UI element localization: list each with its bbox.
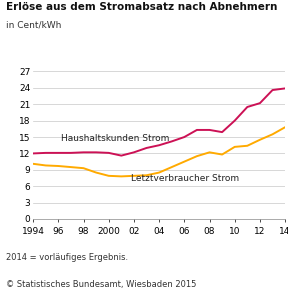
Text: in Cent/kWh: in Cent/kWh: [6, 21, 61, 30]
Text: Haushaltskunden Strom: Haushaltskunden Strom: [61, 134, 169, 143]
Text: Letztverbraucher Strom: Letztverbraucher Strom: [131, 174, 240, 183]
Text: © Statistisches Bundesamt, Wiesbaden 2015: © Statistisches Bundesamt, Wiesbaden 201…: [6, 280, 196, 290]
Text: 2014 = vorläufiges Ergebnis.: 2014 = vorläufiges Ergebnis.: [6, 254, 128, 262]
Text: Erlöse aus dem Stromabsatz nach Abnehmern: Erlöse aus dem Stromabsatz nach Abnehmer…: [6, 2, 277, 11]
